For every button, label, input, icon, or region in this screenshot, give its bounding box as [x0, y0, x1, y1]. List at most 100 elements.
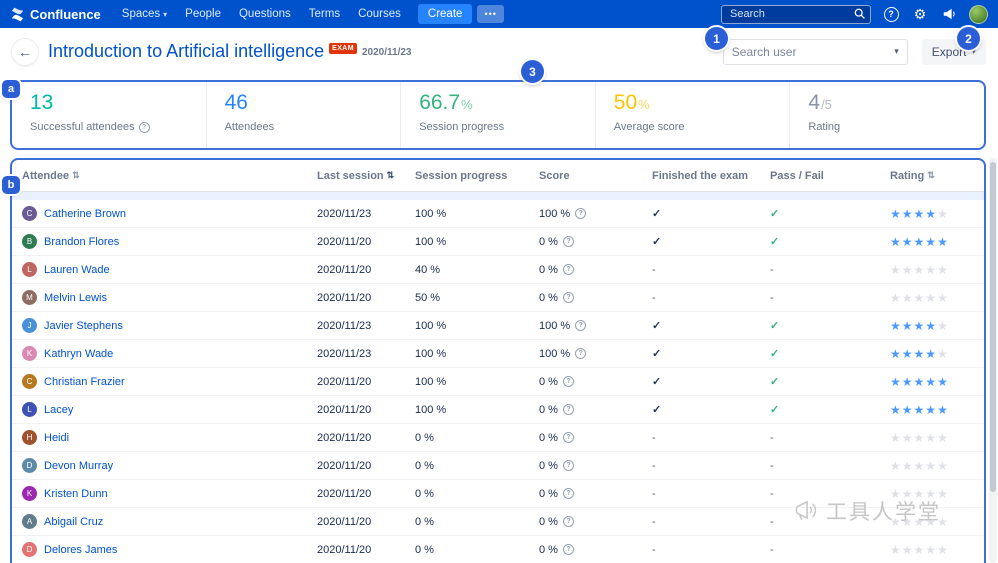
nav-item-questions[interactable]: Questions: [238, 8, 291, 20]
stat-average-score: 50% Average score: [596, 82, 791, 148]
table-row: K Kristen Dunn 2020/11/20 0 % 0 % ? - - …: [12, 480, 984, 508]
create-button[interactable]: Create: [417, 4, 473, 24]
score-cell: 0 % ?: [539, 236, 652, 248]
stat-suffix: /5: [821, 97, 832, 112]
stat-value: 66.7: [419, 91, 461, 114]
info-icon[interactable]: ?: [562, 516, 574, 527]
attendee-name-link[interactable]: Christian Frazier: [44, 375, 125, 388]
page-header: ← Introduction to Artificial intelligenc…: [0, 28, 998, 75]
attendee-cell: D Devon Murray: [22, 458, 317, 473]
info-icon[interactable]: ?: [562, 432, 574, 443]
attendee-name-link[interactable]: Lacey: [44, 403, 74, 416]
star-icon: ★: [901, 486, 914, 501]
pass-fail-cell: -: [770, 487, 774, 500]
finished-exam-cell: -: [652, 431, 656, 444]
exam-badge: EXAM: [329, 43, 357, 54]
confluence-brand[interactable]: Confluence: [10, 7, 101, 22]
attendee-name-link[interactable]: Lauren Wade: [44, 263, 110, 276]
pass-fail-cell: ✓: [770, 376, 780, 388]
attendee-cell: C Catherine Brown: [22, 206, 317, 221]
info-icon[interactable]: ?: [575, 208, 587, 219]
attendee-name-link[interactable]: Abigail Cruz: [44, 515, 104, 528]
info-icon[interactable]: ?: [562, 292, 574, 303]
stat-value: 46: [224, 91, 248, 114]
table-body: C Catherine Brown 2020/11/23 100 % 100 %…: [12, 200, 984, 563]
stat-label: Rating: [808, 121, 841, 133]
attendee-name-link[interactable]: Catherine Brown: [44, 207, 126, 220]
score-value: 100 %: [539, 319, 571, 332]
back-button[interactable]: ←: [12, 38, 38, 65]
attendee-name-link[interactable]: Melvin Lewis: [44, 291, 107, 304]
help-button[interactable]: ?: [882, 5, 900, 23]
nav-item-terms[interactable]: Terms: [308, 8, 341, 20]
star-icon: ★: [913, 542, 926, 557]
score-value: 0 %: [539, 543, 558, 556]
attendee-name-link[interactable]: Brandon Flores: [44, 235, 120, 248]
page-title: Introduction to Artificial intelligence: [48, 41, 325, 61]
stat-successful-attendees: 13 Successful attendees?: [12, 82, 207, 148]
info-icon[interactable]: ?: [562, 404, 574, 415]
column-header-last-session[interactable]: Last session ⇅: [317, 170, 415, 182]
attendee-name-link[interactable]: Delores James: [44, 543, 118, 556]
search-user-select[interactable]: Search user ▾: [722, 38, 908, 65]
star-icon: ★: [937, 206, 949, 221]
star-icon: ★: [913, 262, 926, 277]
info-icon[interactable]: ?: [562, 236, 574, 247]
info-icon[interactable]: ?: [562, 376, 574, 387]
rating-stars: ★★★★★: [890, 457, 984, 475]
star-icon: ★: [901, 206, 914, 221]
vertical-scrollbar[interactable]: [989, 158, 997, 563]
info-icon[interactable]: ?: [562, 264, 574, 275]
user-avatar[interactable]: [969, 4, 988, 24]
star-icon: ★: [925, 234, 938, 249]
attendee-name-link[interactable]: Devon Murray: [44, 459, 114, 472]
star-icon: ★: [925, 290, 938, 305]
info-icon[interactable]: ?: [562, 544, 574, 555]
info-icon[interactable]: ?: [562, 488, 574, 499]
scrollbar-thumb[interactable]: [990, 162, 996, 492]
attendee-name-link[interactable]: Kathryn Wade: [44, 347, 114, 360]
score-cell: 100 % ?: [539, 208, 652, 220]
finished-exam-cell: ✓: [652, 404, 662, 416]
attendee-name-link[interactable]: Kristen Dunn: [44, 487, 108, 500]
session-progress-cell: 100 %: [415, 347, 447, 360]
nav-item-spaces[interactable]: Spaces ▾: [113, 8, 176, 20]
star-icon: ★: [913, 206, 926, 221]
attendee-name-link[interactable]: Javier Stephens: [44, 319, 123, 332]
settings-button[interactable]: ⚙: [913, 5, 927, 22]
avatar: H: [22, 430, 37, 445]
brand-label: Confluence: [30, 6, 101, 22]
info-icon[interactable]: ?: [575, 348, 587, 359]
nav-item-courses[interactable]: Courses: [358, 8, 401, 20]
star-icon: ★: [925, 402, 938, 417]
star-icon: ★: [937, 458, 949, 473]
stat-value: 50: [613, 91, 638, 114]
stat-session-progress: 66.7% Session progress: [401, 82, 596, 148]
rating-stars: ★★★★★: [890, 233, 984, 251]
star-icon: ★: [890, 290, 902, 305]
announcement-button[interactable]: [940, 5, 958, 23]
info-icon[interactable]: ?: [575, 320, 587, 331]
score-value: 0 %: [539, 459, 558, 472]
column-header-rating[interactable]: Rating ⇅: [890, 170, 984, 182]
last-session-cell: 2020/11/23: [317, 207, 372, 220]
attendee-cell: K Kathryn Wade: [22, 346, 317, 361]
chevron-down-icon: ▾: [894, 46, 899, 56]
attendee-cell: B Brandon Flores: [22, 234, 317, 249]
column-label: Finished the exam: [652, 169, 748, 182]
column-header-attendee[interactable]: Attendee ⇅: [22, 170, 317, 182]
rating-stars: ★★★★★: [890, 485, 984, 503]
nav-item-people[interactable]: People: [185, 8, 221, 20]
more-button[interactable]: •••: [477, 5, 504, 23]
info-icon[interactable]: ?: [562, 460, 574, 471]
nav-item-label: Spaces: [121, 8, 161, 20]
title-wrap: Introduction to Artificial intelligence …: [48, 41, 411, 62]
search-input[interactable]: [721, 4, 871, 24]
star-icon: ★: [901, 234, 914, 249]
finished-exam-cell: ✓: [652, 376, 662, 388]
chevron-down-icon: ▾: [163, 9, 168, 19]
info-icon[interactable]: ?: [138, 121, 150, 133]
attendee-name-link[interactable]: Heidi: [44, 431, 70, 444]
score-value: 0 %: [539, 515, 558, 528]
